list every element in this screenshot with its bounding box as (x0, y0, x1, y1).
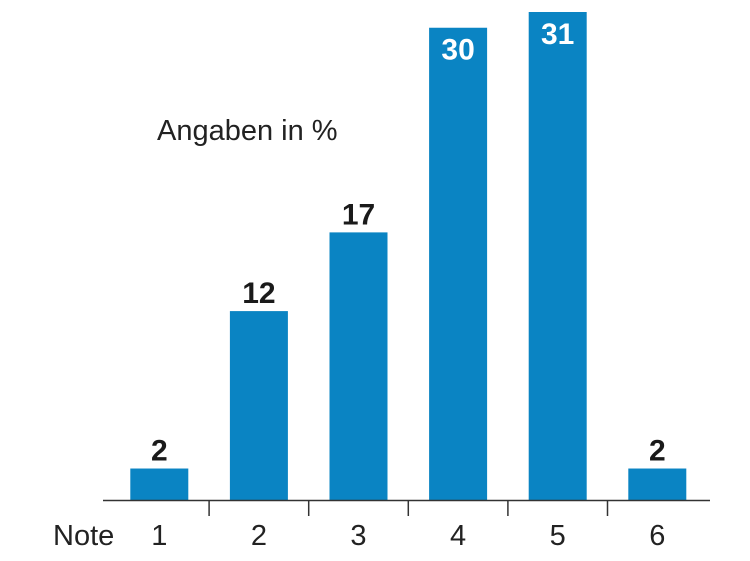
value-label: 12 (242, 277, 275, 310)
value-label: 31 (541, 18, 574, 51)
x-axis-label: Note (53, 520, 114, 552)
x-tick-label: 4 (450, 520, 466, 552)
subtitle: Angaben in % (157, 115, 338, 147)
bar (528, 12, 587, 500)
value-label: 30 (441, 34, 474, 67)
x-tick-label: 6 (649, 520, 665, 552)
bar (130, 468, 189, 500)
value-label: 17 (342, 198, 375, 231)
x-tick-label: 3 (350, 520, 366, 552)
value-label: 2 (151, 435, 168, 468)
x-tick-label: 5 (550, 520, 566, 552)
bar (429, 27, 488, 500)
value-label: 2 (649, 435, 666, 468)
x-tick-label: 1 (151, 520, 167, 552)
bar (329, 232, 388, 501)
x-tick-label: 2 (251, 520, 267, 552)
bar (628, 468, 687, 500)
bar (229, 311, 288, 500)
